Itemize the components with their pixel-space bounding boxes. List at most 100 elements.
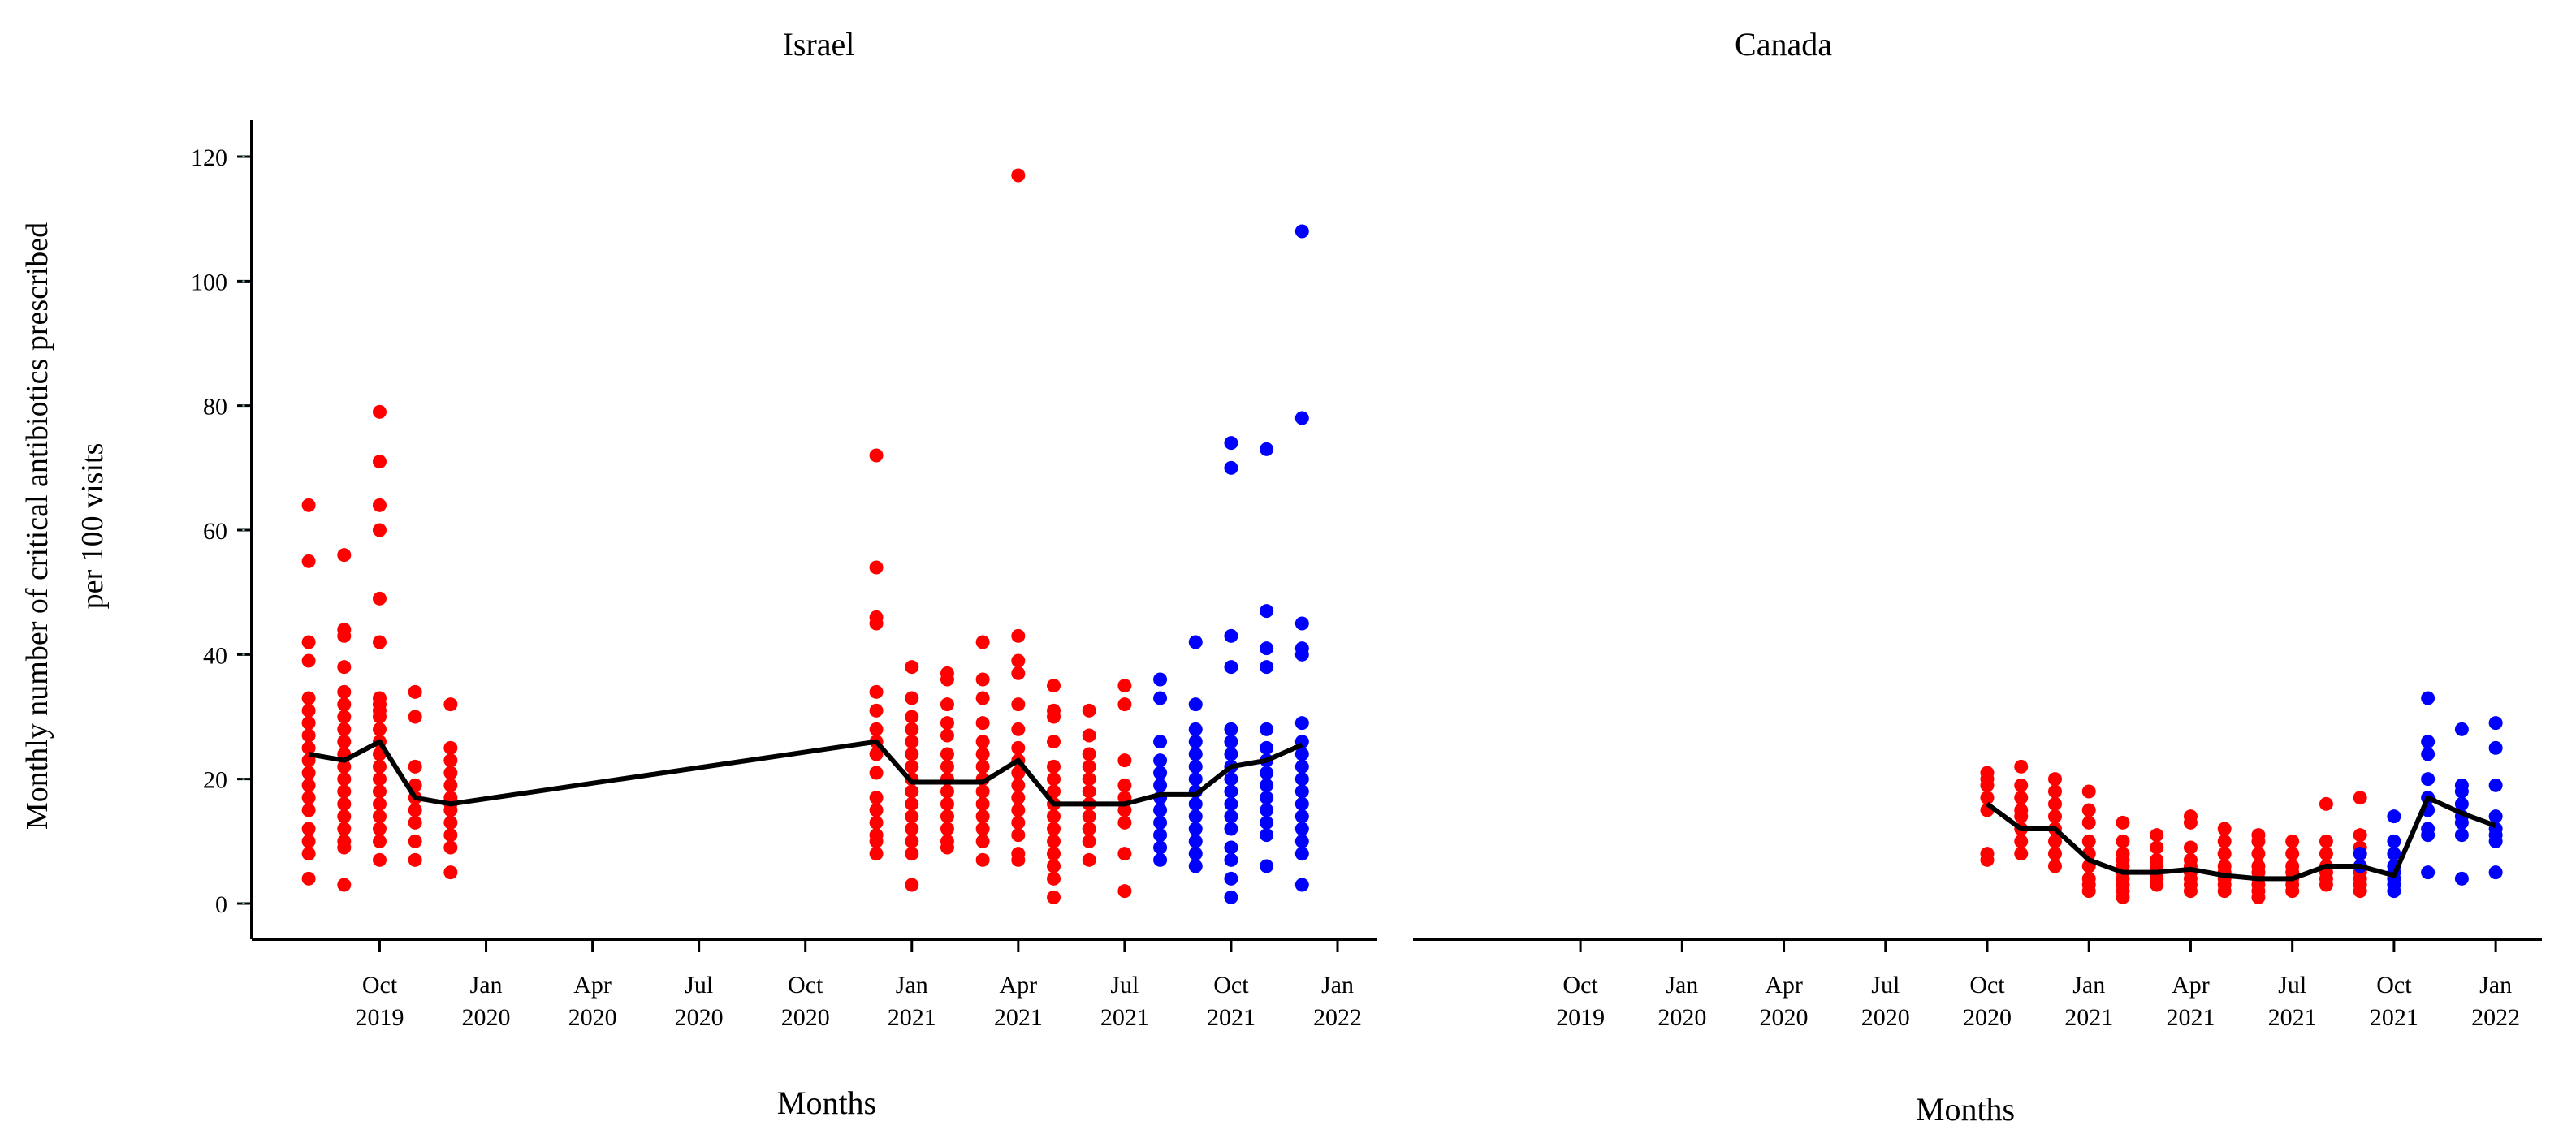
data-point <box>1153 735 1168 749</box>
canada-mean-line <box>1986 795 2497 882</box>
data-point <box>940 784 954 799</box>
data-point <box>975 735 990 749</box>
data-point <box>2488 809 2503 824</box>
data-point <box>337 809 352 824</box>
x-tick-label-month: Apr <box>999 972 1037 999</box>
data-point <box>2285 847 2300 861</box>
data-point <box>2421 828 2436 843</box>
data-point <box>1294 747 1309 761</box>
data-point <box>2488 716 2503 731</box>
data-point <box>2387 884 2401 899</box>
data-point <box>337 878 352 892</box>
data-point <box>2319 878 2333 892</box>
data-point <box>869 448 884 463</box>
x-tick-label-year: 2021 <box>1207 1004 1256 1031</box>
data-point <box>905 710 919 724</box>
data-point <box>905 722 919 736</box>
data-point <box>975 834 990 848</box>
data-point <box>372 635 387 649</box>
data-point <box>940 672 954 687</box>
data-point <box>1260 778 1274 792</box>
data-point <box>2421 747 2436 761</box>
data-point <box>337 697 352 712</box>
data-point <box>2454 871 2469 886</box>
data-point <box>1011 697 1026 712</box>
data-point <box>372 591 387 606</box>
data-point <box>337 710 352 724</box>
data-point <box>975 759 990 774</box>
y-tick-label: 20 <box>203 767 227 794</box>
data-point <box>1188 735 1203 749</box>
data-point <box>372 523 387 537</box>
data-point <box>1224 890 1238 904</box>
data-point <box>905 747 919 761</box>
data-point <box>2319 834 2333 848</box>
data-point <box>2014 847 2029 861</box>
data-point <box>975 809 990 824</box>
data-point <box>1224 747 1238 761</box>
data-point <box>408 710 422 724</box>
data-point <box>905 822 919 836</box>
data-point <box>2353 847 2367 861</box>
data-point <box>2081 815 2096 830</box>
data-point <box>2319 796 2333 811</box>
data-point <box>2454 784 2469 799</box>
data-point <box>940 759 954 774</box>
data-point <box>2047 834 2062 848</box>
data-point <box>337 759 352 774</box>
data-point <box>1294 411 1309 425</box>
data-point <box>905 691 919 705</box>
y-axis-title-line-2: per 100 visits <box>76 443 110 610</box>
data-point <box>372 455 387 469</box>
data-point <box>1294 616 1309 631</box>
data-point <box>301 716 316 731</box>
data-point <box>301 653 316 668</box>
data-point <box>1260 766 1274 780</box>
data-point <box>337 772 352 787</box>
data-point <box>975 822 990 836</box>
data-point <box>337 822 352 836</box>
data-point <box>1011 803 1026 817</box>
data-point <box>1117 803 1132 817</box>
data-point <box>1260 859 1274 873</box>
data-point <box>1153 778 1168 792</box>
data-point <box>1047 822 1061 836</box>
data-point <box>2421 691 2436 705</box>
data-point <box>372 772 387 787</box>
data-point <box>1117 679 1132 693</box>
data-point <box>1117 847 1132 861</box>
data-point <box>1224 871 1238 886</box>
data-point <box>372 822 387 836</box>
y-axis-title: Monthly number of critical antibiotics p… <box>20 222 110 830</box>
data-point <box>1153 803 1168 817</box>
data-point <box>2116 834 2130 848</box>
data-point <box>1260 740 1274 755</box>
data-point <box>408 759 422 774</box>
data-point <box>337 684 352 699</box>
data-point <box>1011 653 1026 668</box>
data-point <box>2488 740 2503 755</box>
data-point <box>1047 847 1061 861</box>
data-point <box>1117 884 1132 899</box>
data-point <box>1294 878 1309 892</box>
x-tick-label-month: Oct <box>1562 972 1598 999</box>
data-point <box>1082 784 1096 799</box>
x-tick-label-year: 2022 <box>1313 1004 1362 1031</box>
x-tick-label-year: 2021 <box>1100 1004 1149 1031</box>
data-point <box>2387 834 2401 848</box>
israel-y-ticks: 0 20 40 60 80 100 120 <box>191 144 252 918</box>
x-tick-label-year: 2020 <box>1760 1004 1809 1031</box>
data-point <box>1224 809 1238 824</box>
data-point <box>869 847 884 861</box>
data-point <box>2014 834 2029 848</box>
data-point <box>2217 834 2232 848</box>
x-tick-label-year: 2020 <box>675 1004 724 1031</box>
x-tick-label-year: 2021 <box>888 1004 936 1031</box>
data-point <box>1294 647 1309 662</box>
x-tick-label-month: Jan <box>1666 972 1698 999</box>
data-point <box>301 498 316 512</box>
data-point <box>1980 791 1995 805</box>
x-tick-label-year: 2021 <box>2268 1004 2317 1031</box>
x-tick-label-month: Oct <box>2376 972 2412 999</box>
